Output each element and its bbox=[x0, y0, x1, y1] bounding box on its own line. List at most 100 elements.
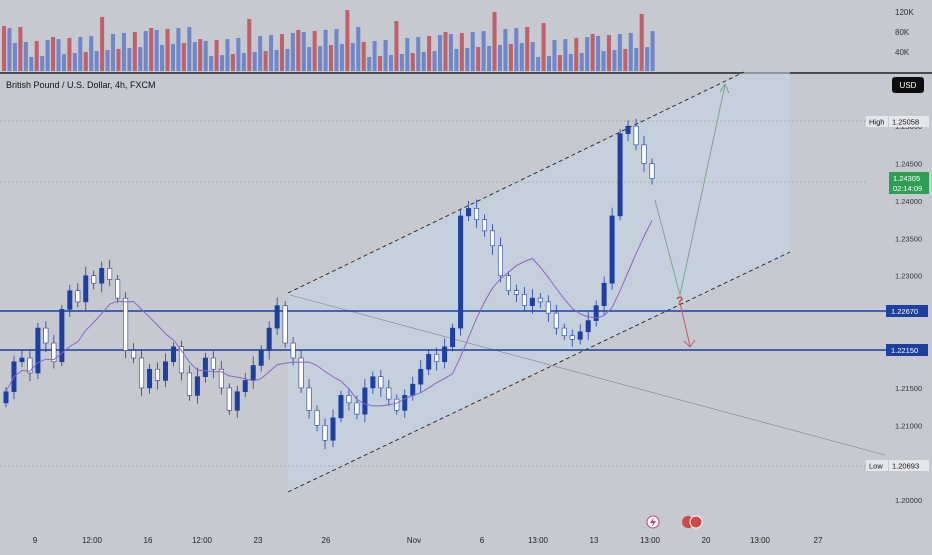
volume-bar bbox=[345, 10, 350, 71]
volume-bar bbox=[574, 38, 579, 71]
high-label: High 1.25058 bbox=[866, 116, 929, 127]
candle bbox=[202, 352, 208, 383]
currency-button-label[interactable]: USD bbox=[900, 81, 917, 90]
volume-bar bbox=[438, 35, 443, 71]
currency-button[interactable]: USD bbox=[892, 77, 924, 93]
candle bbox=[282, 301, 288, 348]
time-tick-label: 13:00 bbox=[750, 536, 771, 545]
candle bbox=[633, 118, 639, 151]
volume-bar bbox=[83, 52, 88, 71]
volume-bar bbox=[111, 34, 116, 71]
candle bbox=[553, 304, 559, 335]
volume-bar bbox=[290, 33, 295, 71]
volume-bar bbox=[350, 43, 355, 71]
candle bbox=[19, 350, 25, 367]
candle bbox=[458, 209, 464, 336]
flash-event-icon[interactable] bbox=[646, 515, 660, 529]
candle bbox=[163, 353, 169, 388]
volume-bar bbox=[503, 29, 508, 71]
candle bbox=[370, 371, 376, 394]
time-tick-label: 23 bbox=[254, 536, 263, 545]
volume-bar bbox=[263, 51, 268, 71]
volume-bar bbox=[547, 56, 552, 71]
volume-bar bbox=[650, 31, 655, 71]
volume-bar bbox=[198, 39, 203, 71]
price-tick-label: 1.24000 bbox=[895, 197, 922, 206]
candle bbox=[250, 356, 256, 389]
price-tick-label: 1.21000 bbox=[895, 421, 922, 430]
level1-value: 1.22670 bbox=[891, 307, 918, 316]
candle bbox=[641, 135, 647, 172]
candle bbox=[649, 158, 655, 185]
volume-bar bbox=[23, 42, 28, 71]
candle bbox=[178, 340, 184, 381]
volume-bar bbox=[568, 54, 573, 71]
volume-bar bbox=[12, 43, 17, 71]
volume-bar bbox=[105, 50, 110, 71]
time-tick-label: 13:00 bbox=[528, 536, 549, 545]
candle bbox=[210, 351, 216, 379]
candle bbox=[497, 237, 503, 283]
candle bbox=[139, 349, 145, 397]
candle bbox=[601, 276, 607, 315]
volume-bar bbox=[448, 34, 453, 71]
volume-bar bbox=[492, 12, 497, 71]
volume-bar bbox=[606, 35, 611, 71]
volume-bar bbox=[149, 28, 154, 71]
candle bbox=[545, 295, 551, 323]
candle bbox=[91, 270, 97, 290]
volume-bar bbox=[416, 37, 421, 71]
volume-bar bbox=[525, 27, 530, 71]
volume-bar bbox=[40, 56, 45, 71]
candle bbox=[450, 323, 456, 352]
channel-lower-line bbox=[287, 251, 791, 493]
volume-bar bbox=[541, 23, 546, 71]
volume-bar bbox=[56, 39, 61, 71]
time-tick-label: 6 bbox=[480, 536, 485, 545]
volume-bar bbox=[634, 48, 639, 71]
volume-bar bbox=[465, 48, 470, 71]
candle-countdown: 02:14:09 bbox=[893, 184, 922, 193]
current-price-label: 1.24305 02:14:09 bbox=[889, 172, 929, 194]
candle bbox=[226, 383, 232, 415]
candle bbox=[242, 372, 248, 397]
price-tick-label: 1.20000 bbox=[895, 496, 922, 505]
volume-tick-40k: 40K bbox=[895, 48, 910, 57]
volume-bar bbox=[61, 54, 66, 71]
candle bbox=[131, 343, 137, 364]
high-caption: High bbox=[869, 118, 884, 127]
volume-bar bbox=[181, 43, 186, 71]
volume-bar bbox=[394, 21, 399, 71]
volume-bar bbox=[160, 45, 165, 71]
volume-bar bbox=[214, 40, 219, 71]
time-tick-label: 13 bbox=[590, 536, 599, 545]
candle bbox=[234, 385, 240, 418]
volume-bar bbox=[410, 53, 415, 71]
volume-bar bbox=[427, 36, 432, 71]
candle bbox=[322, 418, 328, 450]
price-tick-label: 1.24500 bbox=[895, 160, 922, 169]
candle bbox=[505, 271, 511, 296]
volume-bar bbox=[563, 39, 568, 71]
volume-bar bbox=[585, 37, 590, 71]
candle bbox=[99, 261, 105, 293]
question-mark: ? bbox=[676, 294, 683, 308]
volume-bar bbox=[628, 33, 633, 71]
candle bbox=[378, 369, 384, 397]
volume-bar bbox=[225, 39, 230, 71]
candle bbox=[59, 304, 65, 367]
volume-bar bbox=[209, 56, 214, 71]
volume-bar bbox=[230, 54, 235, 71]
volume-bar bbox=[258, 36, 263, 71]
volume-bar bbox=[530, 42, 535, 71]
volume-bar bbox=[508, 44, 513, 71]
candle bbox=[346, 389, 352, 411]
candle bbox=[75, 283, 81, 308]
candle bbox=[155, 362, 161, 390]
candle bbox=[625, 120, 631, 142]
level2-value: 1.22150 bbox=[891, 346, 918, 355]
candle bbox=[474, 199, 480, 228]
economic-event-icon[interactable] bbox=[682, 515, 703, 529]
